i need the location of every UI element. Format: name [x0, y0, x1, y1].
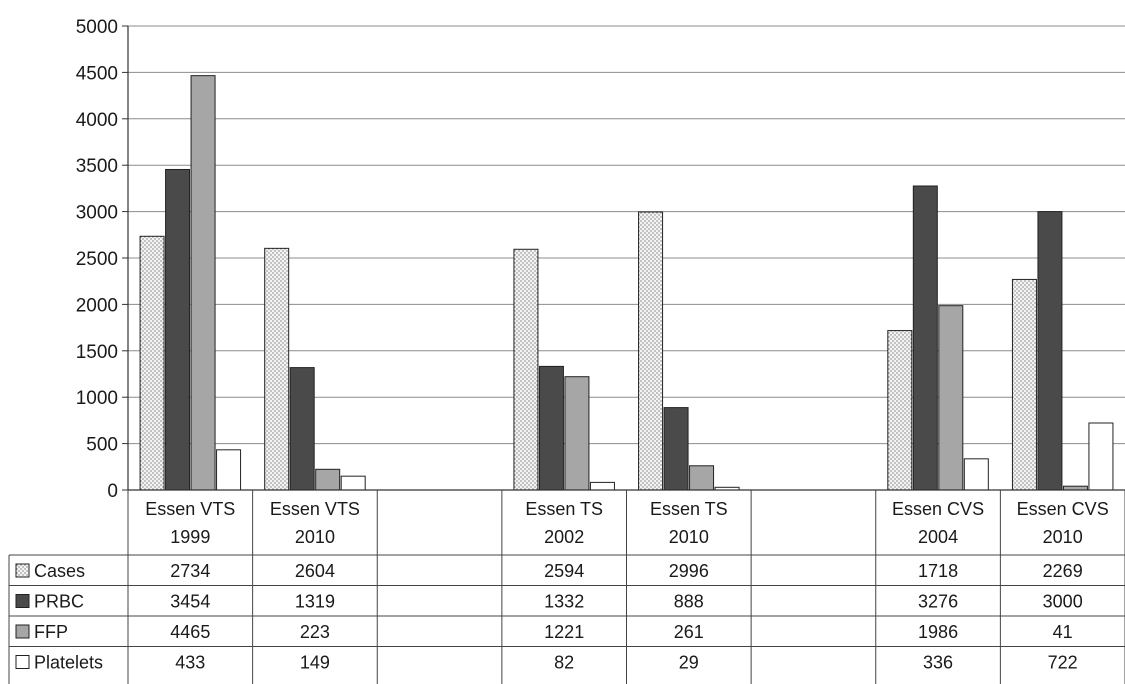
table-cell: 1319 — [295, 592, 335, 612]
y-tick-label: 1000 — [76, 388, 118, 409]
category-label: Essen TS — [650, 499, 728, 519]
y-tick-label: 4500 — [76, 63, 118, 84]
bar-cases — [887, 330, 913, 491]
table-cell: 336 — [923, 653, 953, 673]
bar-prbc — [289, 367, 315, 491]
table-cell: 433 — [175, 653, 205, 673]
category-year: 2010 — [295, 527, 335, 547]
y-tick-label: 1500 — [76, 342, 118, 363]
bar-cases — [513, 248, 539, 491]
bar-platelets — [589, 481, 615, 491]
y-tick-label: 0 — [107, 481, 118, 502]
bar-prbc — [912, 185, 938, 491]
table-cell: 3276 — [918, 592, 958, 612]
bar-prbc — [538, 365, 564, 491]
bar-ffp — [190, 75, 216, 491]
legend-label: Cases — [34, 561, 85, 581]
y-tick-label: 3000 — [76, 203, 118, 224]
bar-platelets — [216, 449, 242, 491]
category-label: Essen TS — [525, 499, 603, 519]
bar-prbc — [165, 168, 191, 491]
y-tick-label: 4000 — [76, 110, 118, 131]
table-cell: 1986 — [918, 622, 958, 642]
category-year: 2004 — [918, 527, 958, 547]
table-cell: 29 — [679, 653, 699, 673]
bar-ffp — [689, 465, 715, 491]
bar-cases — [139, 235, 165, 491]
y-tick-label: 2500 — [76, 249, 118, 270]
category-label: Essen VTS — [270, 499, 360, 519]
table-cell: 2269 — [1043, 561, 1083, 581]
bar-platelets — [1088, 422, 1114, 491]
y-tick-label: 2000 — [76, 295, 118, 316]
bar-platelets — [340, 475, 366, 491]
legend-key-platelets — [15, 655, 30, 669]
table-cell: 2996 — [669, 561, 709, 581]
bar-ffp — [564, 376, 590, 491]
table-cell: 722 — [1048, 653, 1078, 673]
category-year: 2010 — [1043, 527, 1083, 547]
legend-label: FFP — [34, 622, 68, 642]
category-year: 2010 — [669, 527, 709, 547]
y-tick-label: 3500 — [76, 156, 118, 177]
bar-prbc — [1037, 211, 1063, 491]
table-cell: 4465 — [170, 622, 210, 642]
table-cell: 1718 — [918, 561, 958, 581]
category-label: Essen CVS — [892, 499, 984, 519]
table-cell: 223 — [300, 622, 330, 642]
table-cell: 82 — [554, 653, 574, 673]
category-year: 2002 — [544, 527, 584, 547]
bars — [139, 75, 1114, 491]
bar-ffp — [938, 305, 964, 491]
table-cell: 2594 — [544, 561, 584, 581]
table-cell: 888 — [674, 592, 704, 612]
bar-cases — [1011, 278, 1037, 491]
category-year: 1999 — [170, 527, 210, 547]
table-cell: 3454 — [170, 592, 210, 612]
bar-prbc — [663, 407, 689, 491]
legend-key-prbc — [15, 594, 30, 608]
bar-platelets — [963, 458, 989, 491]
legend-label: PRBC — [34, 592, 84, 612]
data-table: Essen VTS 1999 Essen VTS 2010 Essen TS 2002 Es… — [8, 490, 1125, 684]
table-cell: 149 — [300, 653, 330, 673]
table-cell: 1332 — [544, 592, 584, 612]
legend-label: Platelets — [34, 653, 103, 673]
table-cell: 3000 — [1043, 592, 1083, 612]
table-cell: 261 — [674, 622, 704, 642]
category-label: Essen CVS — [1017, 499, 1109, 519]
y-tick-label: 500 — [86, 435, 118, 456]
table-cell: 2734 — [170, 561, 210, 581]
table-cell: 1221 — [544, 622, 584, 642]
y-tick-label: 5000 — [76, 17, 118, 38]
table-cell: 41 — [1053, 622, 1073, 642]
category-label: Essen VTS — [145, 499, 235, 519]
legend-key-ffp — [15, 624, 30, 639]
bar-cases — [264, 247, 290, 491]
table-cell: 2604 — [295, 561, 335, 581]
legend-key-cases — [15, 563, 30, 578]
bar-ffp — [315, 468, 341, 491]
y-axis-ticks: 0 500 1000 1500 2000 2500 3000 3500 4000 4500 5000 — [76, 17, 128, 502]
bar-cases — [638, 211, 664, 491]
